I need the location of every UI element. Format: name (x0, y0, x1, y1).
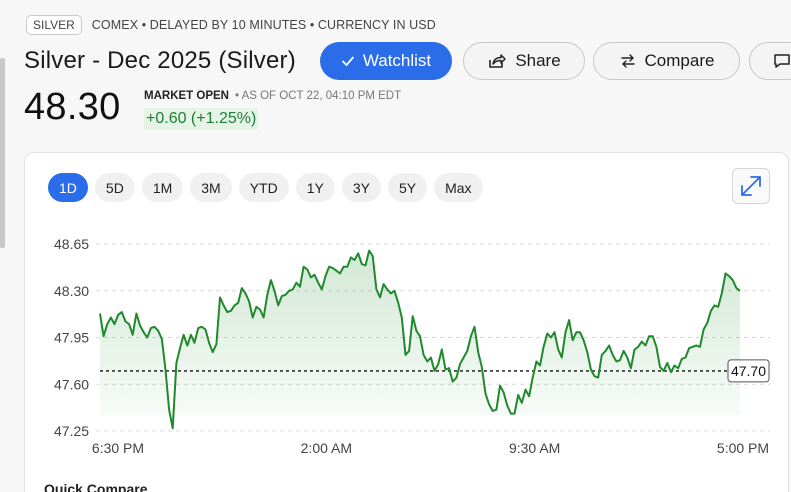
watchlist-button[interactable]: Watchlist (320, 42, 452, 80)
check-icon (341, 56, 354, 66)
expand-chart-button[interactable] (732, 168, 770, 204)
range-5d[interactable]: 5D (94, 173, 135, 202)
market-open-label: MARKET OPEN (144, 90, 229, 102)
compare-label: Compare (644, 51, 715, 70)
quick-compare-heading: Quick Compare (44, 481, 148, 492)
range-1d[interactable]: 1D (48, 173, 88, 202)
quote-meta-row: SILVER COMEX • DELAYED BY 10 MINUTES • C… (26, 15, 436, 35)
chart-card (24, 152, 789, 492)
range-5y[interactable]: 5Y (387, 173, 428, 202)
comment-icon (774, 54, 790, 68)
watchlist-label: Watchlist (362, 51, 432, 70)
page-title: Silver - Dec 2025 (Silver) (24, 47, 296, 74)
price-change: +0.60 (+1.25%) (144, 108, 259, 130)
range-1m[interactable]: 1M (141, 173, 184, 202)
market-status: MARKET OPEN • AS OF OCT 22, 04:10 PM EDT (144, 90, 401, 102)
range-1y[interactable]: 1Y (295, 173, 335, 202)
current-price: 48.30 (24, 86, 121, 128)
range-max[interactable]: Max (434, 173, 483, 202)
share-label: Share (515, 51, 561, 70)
range-3y[interactable]: 3Y (341, 173, 381, 202)
expand-icon (741, 176, 761, 196)
range-3m[interactable]: 3M (190, 173, 232, 202)
share-icon (489, 54, 507, 68)
range-ytd[interactable]: YTD (238, 173, 289, 202)
page-scrollbar[interactable] (0, 58, 5, 248)
range-selector: 1D 5D 1M 3M YTD 1Y 3Y 5Y Max (48, 173, 483, 202)
symbol-badge: SILVER (26, 15, 82, 35)
comment-button[interactable] (749, 42, 791, 80)
exchange-info: COMEX • DELAYED BY 10 MINUTES • CURRENCY… (91, 18, 436, 32)
swap-arrows-icon (620, 54, 635, 68)
compare-button[interactable]: Compare (593, 42, 740, 80)
share-button[interactable]: Share (463, 42, 585, 80)
as-of-timestamp: • AS OF OCT 22, 04:10 PM EDT (234, 90, 402, 102)
